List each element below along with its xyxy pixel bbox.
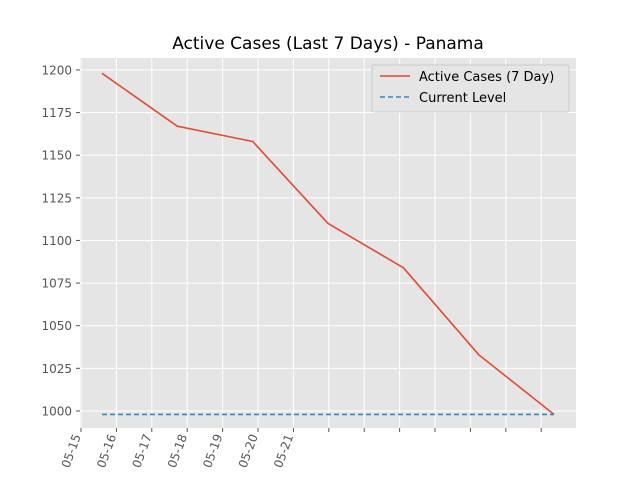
x-tick-label: 05-17: [130, 432, 155, 470]
y-tick-label: 1150: [41, 149, 72, 163]
grid: [80, 58, 576, 428]
legend: Active Cases (7 Day) Current Level: [371, 64, 570, 113]
y-tick-label: 1025: [41, 362, 72, 376]
chart-title: Active Cases (Last 7 Days) - Panama: [172, 34, 484, 54]
y-tick-label: 1125: [41, 191, 72, 205]
legend-label-current-level: Current Level: [419, 91, 506, 106]
legend-label-active-cases: Active Cases (7 Day): [419, 70, 554, 85]
x-tick-label: 05-16: [94, 432, 119, 470]
legend-box: [371, 64, 570, 113]
x-tick-label: 05-19: [200, 432, 225, 470]
y-tick-label: 1050: [41, 319, 72, 333]
x-tick-label: 05-21: [271, 432, 296, 470]
y-tick-label: 1200: [41, 63, 72, 77]
x-tick-label: 05-18: [165, 432, 190, 470]
y-tick-label: 1175: [41, 106, 72, 120]
y-tick-label: 1000: [41, 404, 72, 418]
series-lines: [101, 72, 555, 416]
y-tick-label: 1100: [41, 234, 72, 248]
x-tick-label: 05-15: [59, 432, 84, 470]
x-tick-label: 05-20: [236, 432, 261, 470]
y-axis: 1000 1025 1050 1075 1100 1125 1150 1175 1200: [41, 63, 80, 418]
y-tick-label: 1075: [41, 277, 72, 291]
x-axis: 05-15 05-16 05-17 05-18 05-19 05-20 05-21: [59, 428, 542, 470]
